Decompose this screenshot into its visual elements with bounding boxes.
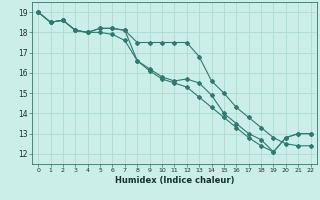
X-axis label: Humidex (Indice chaleur): Humidex (Indice chaleur) [115, 176, 234, 185]
